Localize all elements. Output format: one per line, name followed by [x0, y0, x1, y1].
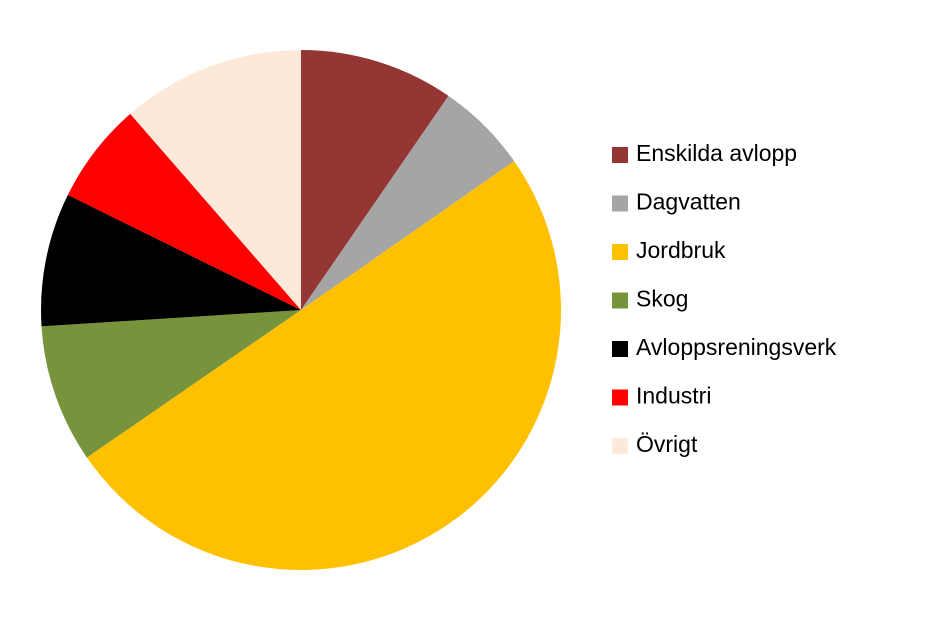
legend-swatch — [612, 195, 628, 212]
legend-label: Övrigt — [636, 431, 698, 457]
legend-swatch — [612, 341, 628, 357]
legend-swatch — [612, 147, 628, 163]
pie-slice — [86, 161, 562, 571]
legend-swatch — [612, 244, 628, 260]
legend-swatch — [612, 389, 628, 406]
pie-slice — [67, 113, 302, 310]
legend-label: Skog — [636, 286, 688, 312]
legend-swatch — [612, 292, 628, 309]
pie-slice — [301, 50, 449, 310]
legend-label: Avloppsreningsverk — [636, 334, 837, 360]
legend-label: Industri — [636, 383, 711, 409]
legend-label: Enskilda avlopp — [636, 140, 797, 166]
pie-slice — [40, 194, 301, 327]
legend-swatch — [612, 438, 628, 454]
pie-slice — [130, 50, 301, 310]
pie-slice — [301, 95, 515, 310]
legend-label: Jordbruk — [636, 237, 726, 263]
pie-slice — [41, 310, 301, 458]
legend-label: Dagvatten — [636, 189, 741, 215]
